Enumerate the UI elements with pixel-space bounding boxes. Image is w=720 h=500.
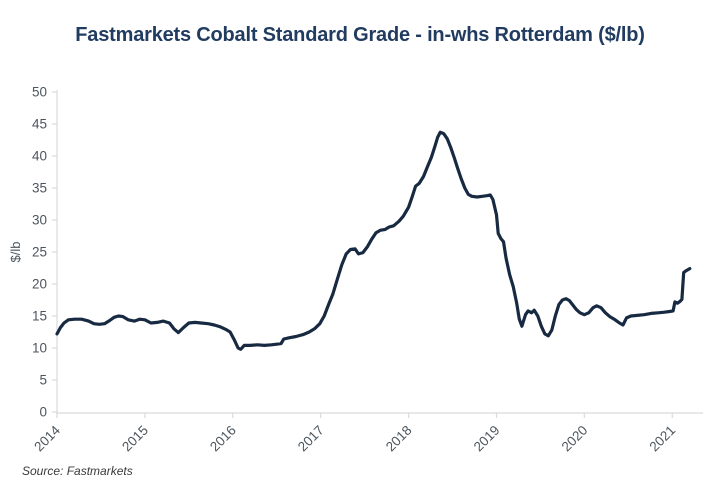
x-tick-label: 2016 xyxy=(207,423,239,455)
y-tick-label: 45 xyxy=(32,117,47,132)
tick-marks xyxy=(52,91,673,418)
price-line xyxy=(55,130,692,351)
x-tick-label: 2017 xyxy=(295,423,327,455)
y-tick-label: 0 xyxy=(39,405,47,420)
source-note: Source: Fastmarkets xyxy=(22,464,133,478)
chart-title: Fastmarkets Cobalt Standard Grade - in-w… xyxy=(75,24,645,46)
axes xyxy=(56,90,703,414)
y-tick-label: 50 xyxy=(32,85,47,100)
x-tick-label: 2019 xyxy=(471,423,503,455)
y-tick-label: 35 xyxy=(32,181,47,196)
y-tick-label: 10 xyxy=(32,341,47,356)
y-tick-label: 20 xyxy=(32,277,47,292)
y-tick-label: 30 xyxy=(32,213,47,228)
x-tick-label: 2020 xyxy=(559,423,591,455)
x-tick-label: 2021 xyxy=(647,423,679,455)
y-tick-label: 15 xyxy=(32,309,47,324)
x-tick-label: 2018 xyxy=(383,423,415,455)
tick-labels: 0 5 10 15 20 25 30 35 40 45 50 2014 2015 2016 2017 2018… xyxy=(31,85,678,455)
y-tick-label: 5 xyxy=(39,373,47,388)
y-tick-label: 40 xyxy=(32,149,47,164)
x-tick-label: 2014 xyxy=(31,422,63,454)
x-tick-label: 2015 xyxy=(119,423,151,455)
y-tick-label: 25 xyxy=(32,245,47,260)
